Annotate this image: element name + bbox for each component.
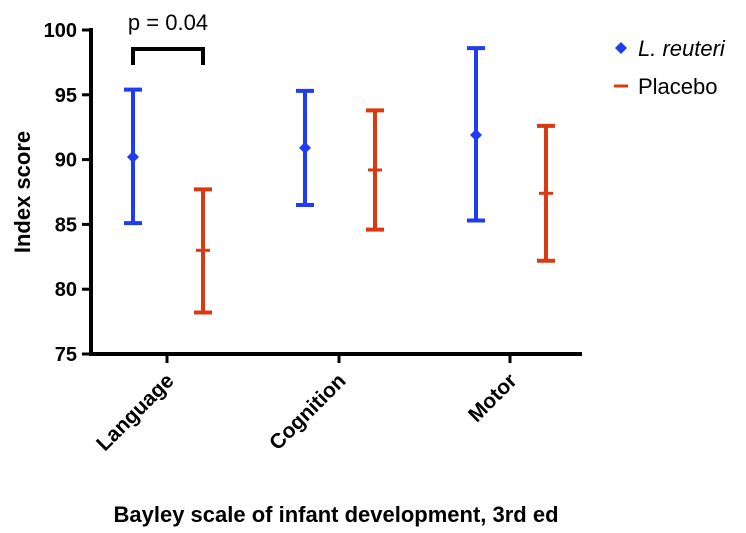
legend-label: Placebo (638, 74, 718, 99)
error-bar (296, 88, 314, 207)
legend: L. reuteri Placebo (614, 36, 726, 99)
mean-marker (299, 141, 311, 154)
significance-bracket (131, 47, 205, 65)
error-bars (124, 46, 555, 315)
y-tick-label: 80 (55, 279, 77, 301)
y-tick-label: 100 (44, 20, 77, 42)
x-tick-label: Language (92, 369, 178, 455)
legend-item: Placebo (614, 74, 718, 99)
error-bar (537, 123, 555, 263)
x-axis-title: Bayley scale of infant development, 3rd … (113, 502, 558, 527)
significance-annotation: p = 0.04 (128, 10, 208, 65)
legend-marker (615, 42, 627, 54)
legend-item: L. reuteri (615, 36, 726, 61)
y-axis: 75 80 85 90 95 100 (44, 20, 93, 366)
error-bar (467, 46, 485, 223)
error-bar (124, 87, 142, 226)
error-bar (366, 108, 384, 232)
error-bar (194, 187, 212, 315)
y-tick-label: 85 (55, 214, 77, 236)
x-tick-label: Motor (464, 369, 522, 427)
y-tick-label: 95 (55, 85, 77, 107)
x-tick-label: Cognition (265, 369, 351, 455)
y-tick-label: 75 (55, 344, 77, 366)
y-axis-title: Index score (10, 131, 35, 253)
x-axis: Language Cognition Motor (89, 352, 582, 456)
p-value-label: p = 0.04 (128, 10, 208, 35)
mean-marker (470, 128, 482, 141)
mean-marker (127, 151, 139, 164)
y-tick-label: 90 (55, 150, 77, 172)
legend-label: L. reuteri (638, 36, 726, 61)
